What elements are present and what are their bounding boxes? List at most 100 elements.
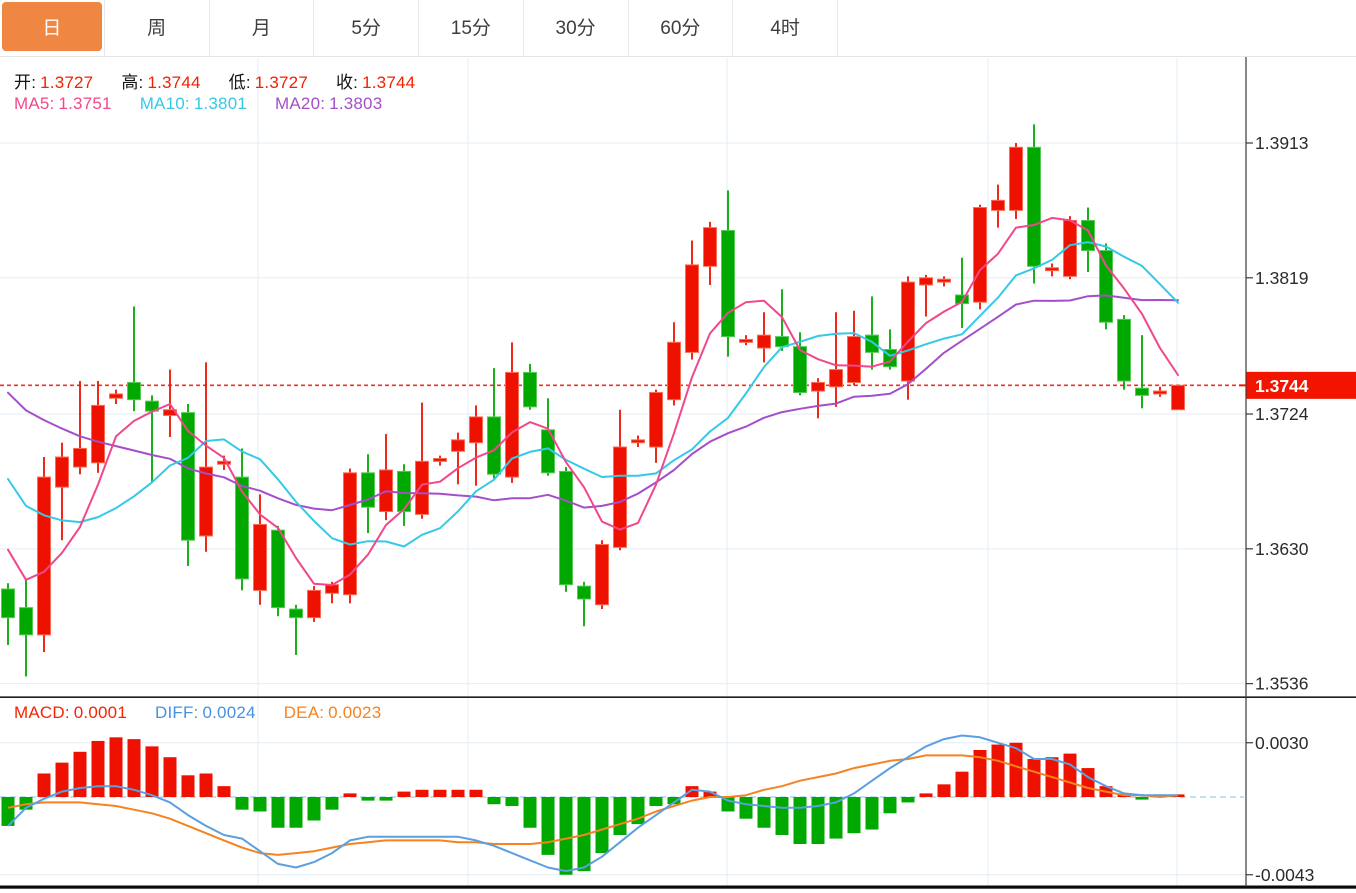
macd-bar-negative xyxy=(289,797,303,828)
macd-bar-positive xyxy=(199,773,213,797)
macd-bar-positive xyxy=(73,751,87,797)
macd-bar-positive xyxy=(91,740,105,797)
ohlc-label: 高: xyxy=(121,73,144,92)
candle-down xyxy=(235,476,249,580)
candle-up xyxy=(451,439,465,452)
candle-down xyxy=(1099,250,1113,323)
tab-timeframe-5分[interactable]: 5分 xyxy=(351,18,381,39)
candle-down xyxy=(577,585,591,600)
tab-timeframe-月[interactable]: 月 xyxy=(251,18,271,39)
candle-up xyxy=(199,466,213,537)
price-axis-label: 1.3819 xyxy=(1255,268,1309,288)
macd-value: 0.0024 xyxy=(202,703,256,722)
macd-bar-negative xyxy=(559,797,573,875)
ma-legend: MA5: 1.3751 MA10: 1.3801 MA20: 1.3803 xyxy=(14,94,410,114)
last-price-badge xyxy=(1246,371,1356,399)
ohlc-item: 开: 1.3727 xyxy=(14,68,93,93)
ohlc-item: 收: 1.3744 xyxy=(336,68,415,93)
ma-value: 1.3751 xyxy=(58,94,112,113)
candle-down xyxy=(721,229,735,338)
macd-bar-positive xyxy=(145,746,159,797)
price-axis-label: 1.3913 xyxy=(1255,133,1309,153)
candle-up xyxy=(973,207,987,303)
macd-bar-positive xyxy=(37,773,51,797)
macd-bar-negative xyxy=(595,797,609,854)
candle-up xyxy=(469,416,483,444)
macd-axis-label: -0.0043 xyxy=(1255,865,1314,885)
macd-bar-negative xyxy=(613,797,627,835)
macd-bar-negative xyxy=(253,797,267,812)
macd-bar-negative xyxy=(307,797,321,821)
ohlc-value: 1.3727 xyxy=(254,73,308,92)
diff-line xyxy=(7,734,1178,873)
candle-down xyxy=(793,346,807,394)
tab-cell: 月 xyxy=(210,0,315,56)
candle-down xyxy=(1135,387,1149,396)
tab-timeframe-4时[interactable]: 4时 xyxy=(770,18,800,39)
tab-cell: 5分 xyxy=(314,0,419,56)
ma-label: MA10: xyxy=(139,94,190,113)
tab-timeframe-60分[interactable]: 60分 xyxy=(660,18,701,39)
macd-legend: MACD: 0.0001 DIFF: 0.0024 DEA: 0.0023 xyxy=(14,703,409,723)
dea-line xyxy=(7,754,1179,856)
macd-bar-positive xyxy=(703,791,717,797)
tab-cell: 15分 xyxy=(419,0,524,56)
macd-bar-negative xyxy=(829,797,843,839)
last-price-badge-text: 1.3744 xyxy=(1255,376,1309,396)
ma-value: 1.3803 xyxy=(329,94,383,113)
macd-bar-negative xyxy=(271,797,285,828)
candle-up xyxy=(757,334,771,349)
candle-up xyxy=(919,277,933,286)
macd-bar-negative xyxy=(379,797,393,801)
tab-timeframe-周[interactable]: 周 xyxy=(147,18,167,39)
macd-bar-positive xyxy=(1081,768,1095,797)
candle-up xyxy=(415,460,429,515)
macd-bar-positive xyxy=(937,784,951,797)
candle-up xyxy=(739,338,753,343)
candle-down xyxy=(865,334,879,353)
macd-bar-positive xyxy=(55,762,69,797)
macd-bar-positive xyxy=(1009,742,1023,797)
timeframe-tabs: 日 周 月 5分 15分 30分 60分 4时 xyxy=(0,0,1356,57)
macd-bar-negative xyxy=(775,797,789,835)
macd-bar-positive xyxy=(919,793,933,797)
macd-bar-negative xyxy=(505,797,519,807)
candle-up xyxy=(685,264,699,353)
macd-axis-label: 0.0030 xyxy=(1255,733,1309,753)
macd-bar-negative xyxy=(649,797,663,807)
tab-timeframe-日[interactable]: 日 xyxy=(2,2,102,51)
candle-up xyxy=(1153,390,1167,395)
macd-bar-negative xyxy=(325,797,339,810)
macd-bar-negative xyxy=(847,797,861,834)
candle-up xyxy=(253,523,267,591)
macd-bar-negative xyxy=(883,797,897,814)
candle-up xyxy=(667,341,681,401)
candle-down xyxy=(1027,146,1041,267)
tab-timeframe-30分[interactable]: 30分 xyxy=(555,18,596,39)
candle-up xyxy=(991,199,1005,211)
price-axis-label: 1.3536 xyxy=(1255,674,1309,694)
candle-up xyxy=(1009,146,1023,211)
macd-bar-negative xyxy=(541,797,555,855)
macd-bar-positive xyxy=(415,789,429,797)
macd-bar-positive xyxy=(217,786,231,797)
macd-item: DIFF: 0.0024 xyxy=(155,703,256,723)
candle-down xyxy=(127,381,141,401)
tab-timeframe-15分[interactable]: 15分 xyxy=(450,18,491,39)
ma5-line xyxy=(7,216,1179,586)
candle-up xyxy=(1045,267,1059,272)
macd-bar-positive xyxy=(973,749,987,797)
candle-down xyxy=(1081,219,1095,252)
macd-bar-positive xyxy=(109,737,123,797)
macd-bar-negative xyxy=(793,797,807,845)
ma-item: MA5: 1.3751 xyxy=(14,94,112,114)
macd-bar-positive xyxy=(343,793,357,797)
macd-label: MACD: xyxy=(14,703,70,722)
macd-bar-negative xyxy=(487,797,501,805)
candle-up xyxy=(901,281,915,382)
candle-up xyxy=(55,456,69,488)
macd-item: DEA: 0.0023 xyxy=(284,703,382,723)
